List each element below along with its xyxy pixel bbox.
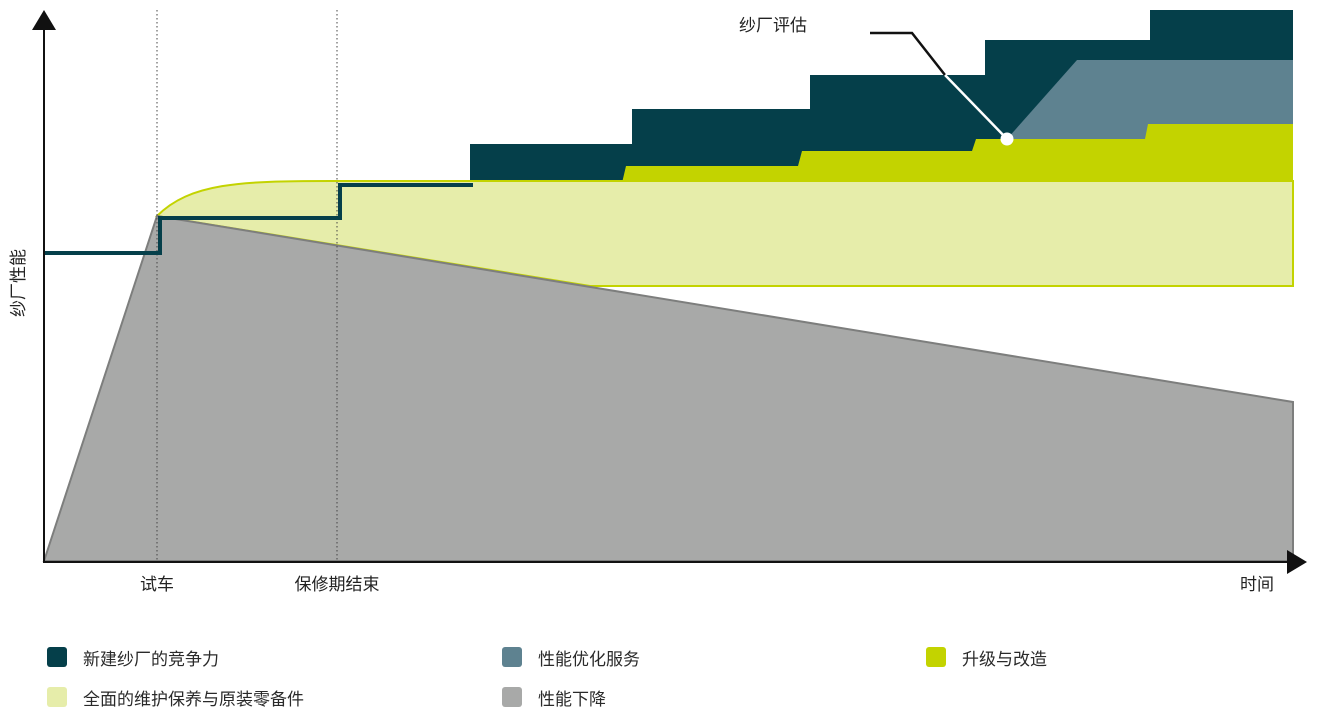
x-axis-label: 时间 [1240,575,1274,595]
assessment-label: 纱厂评估 [739,16,807,36]
maintenance-spare-parts-area [154,180,1294,287]
y-axis-label: 纱厂性能 [9,249,29,317]
assessment-callout-pointer [944,74,1008,140]
assessment-point [1000,132,1014,146]
assessment-callout-line [870,31,946,76]
mill-performance-line [44,183,473,255]
commissioning-label: 试车 [140,575,174,595]
upgrade-modernization-area [622,124,1293,183]
warranty-end-label: 保修期结束 [295,575,380,595]
